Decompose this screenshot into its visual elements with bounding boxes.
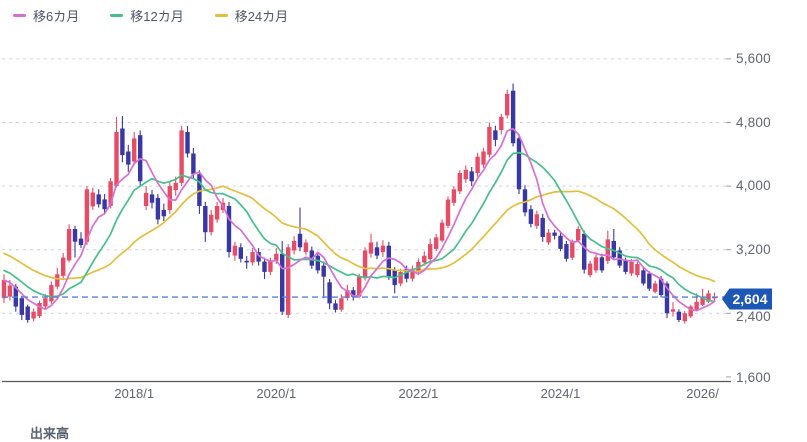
legend-item-ma6[interactable]: 移6カ月 xyxy=(13,6,79,25)
chart-legend: 移6カ月 移12カ月 移24カ月 xyxy=(13,6,319,25)
y-axis-label: 4,800 xyxy=(736,115,771,130)
ma12-line-swatch-icon xyxy=(110,14,124,17)
x-axis-label: 2020/1 xyxy=(256,386,297,401)
x-axis-label: 2026/ xyxy=(686,386,719,401)
current-price-badge: 2,604 xyxy=(722,288,772,310)
x-axis-label: 2018/1 xyxy=(114,386,155,401)
x-axis-label: 2024/1 xyxy=(540,386,581,401)
y-axis-label: 3,200 xyxy=(736,242,771,257)
y-axis-label: 1,600 xyxy=(736,370,771,385)
legend-item-ma24[interactable]: 移24カ月 xyxy=(214,6,289,25)
y-axis-label: 4,000 xyxy=(736,178,771,193)
ma6-line-swatch-icon xyxy=(13,14,26,17)
ma24-line-swatch-icon xyxy=(214,14,228,17)
x-axis-label: 2022/1 xyxy=(398,386,439,401)
legend-item-ma12[interactable]: 移12カ月 xyxy=(110,6,184,25)
y-axis-label: 5,600 xyxy=(736,51,771,66)
volume-section-label: 出来高 xyxy=(30,426,70,441)
y-axis-label: 2,400 xyxy=(736,309,771,324)
legend-label-ma12: 移12カ月 xyxy=(130,9,184,24)
legend-label-ma6: 移6カ月 xyxy=(33,9,80,24)
candlestick-price-chart[interactable] xyxy=(0,0,807,431)
legend-label-ma24: 移24カ月 xyxy=(234,9,289,24)
